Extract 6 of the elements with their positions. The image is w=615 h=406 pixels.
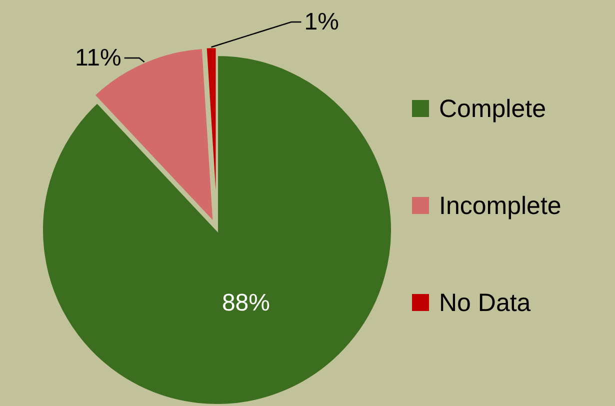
legend-label: Incomplete (439, 192, 562, 220)
data-label: 11% (75, 44, 122, 72)
data-label: 1% (304, 8, 339, 36)
legend-label: No Data (439, 289, 531, 317)
legend-label: Complete (439, 95, 546, 123)
data-label: 88% (222, 290, 270, 317)
